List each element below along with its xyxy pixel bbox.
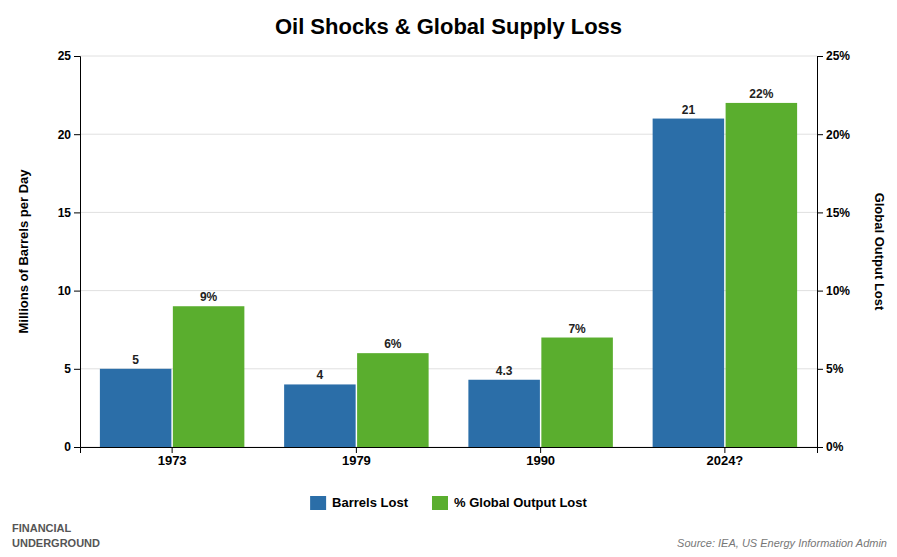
bar [173,306,245,447]
tick: 20% [817,128,850,142]
legend-label: Barrels Lost [332,495,409,510]
title: Oil Shocks & Global Supply Loss [275,14,622,39]
tick-label: 10 [58,284,72,298]
axis-line [818,57,824,448]
legend-swatch [432,496,448,510]
grid [80,56,817,447]
bar [100,369,172,447]
tick: 5% [817,362,844,376]
data-label: 5 [132,353,139,367]
tick-mark [74,56,80,57]
x-axis: 1973 1979 1990 2024? [81,447,818,468]
tick: 0% [817,440,844,454]
tick-label: 0 [64,440,71,454]
tick-mark [74,291,80,292]
bar [726,103,798,447]
tick-mark [724,447,725,453]
tick-label: 25% [826,49,850,63]
tick: 10% [817,284,850,298]
bar [357,353,429,447]
y-axis: 0% 5% 10% 15% 20% 25% [817,49,850,454]
legend-item: % Global Output Lost [432,495,588,510]
tick: 25% [817,49,850,63]
tick-label: 1973 [158,453,187,468]
chart: 5 4 4.3 21 9% 6% 7% 22% 1973 1979 1990 2024? 0 5 10 15 2… [0,0,897,557]
tick-label: 10% [826,284,850,298]
data-label: 22% [749,87,773,101]
tick-mark [356,447,357,453]
tick-label: 1979 [342,453,371,468]
data-label: 7% [568,322,586,336]
tick: 1973 [158,447,187,468]
tick-label: 1990 [526,453,555,468]
tick-mark [817,134,823,135]
legend-label: % Global Output Lost [454,495,588,510]
bar [653,119,725,447]
bar [468,380,540,447]
tick: 15% [817,206,850,220]
tick-label: 0% [826,440,844,454]
tick-label: 15 [58,206,72,220]
bar [284,384,356,447]
bar [541,338,613,447]
legend-swatch [310,496,326,510]
tick-mark [74,212,80,213]
legend-item: Barrels Lost [310,495,409,510]
axis-line [81,448,818,454]
tick-label: 2024? [706,453,743,468]
tick-mark [817,56,823,57]
bars [100,103,797,447]
tick-label: 25 [58,49,72,63]
grid-line [80,56,817,57]
tick-label: 15% [826,206,850,220]
legend: Barrels Lost % Global Output Lost [310,495,587,510]
axis-title: Millions of Barrels per Day [16,169,31,334]
tick: 10 [58,284,80,298]
tick-mark [817,291,823,292]
data-label: 4.3 [496,364,513,378]
tick-mark [74,134,80,135]
tick: 1979 [342,447,371,468]
annotation: UNDERGROUND [12,537,100,549]
tick-mark [74,447,80,448]
tick-mark [74,369,80,370]
tick-mark [172,447,173,453]
tick-mark [817,447,823,448]
data-label: 6% [384,337,402,351]
axis-title: Global Output Lost [872,193,887,311]
tick-label: 5 [64,362,71,376]
tick: 0 [64,440,80,454]
annotation: Source: IEA, US Energy Information Admin [677,537,887,549]
tick: 5 [64,362,80,376]
y-axis: 0 5 10 15 20 25 [58,49,81,454]
tick-label: 20 [58,128,72,142]
tick: 15 [58,206,80,220]
annotations: Source: IEA, US Energy Information Admin… [12,522,887,549]
axis-line [74,57,81,448]
tick-label: 20% [826,128,850,142]
data-label: 4 [317,368,324,382]
data-label: 9% [200,290,218,304]
tick: 2024? [706,447,743,468]
tick-mark [540,447,541,453]
annotation: FINANCIAL [12,522,72,534]
data-label: 21 [682,103,696,117]
tick: 25 [58,49,80,63]
tick-mark [817,369,823,370]
plot: 5 4 4.3 21 9% 6% 7% 22% 1973 1979 1990 2024? 0 5 10 15 2… [16,49,887,468]
tick: 1990 [526,447,555,468]
tick: 20 [58,128,80,142]
tick-label: 5% [826,362,844,376]
tick-mark [817,212,823,213]
data-labels: 5 4 4.3 21 9% 6% 7% 22% [132,87,773,383]
